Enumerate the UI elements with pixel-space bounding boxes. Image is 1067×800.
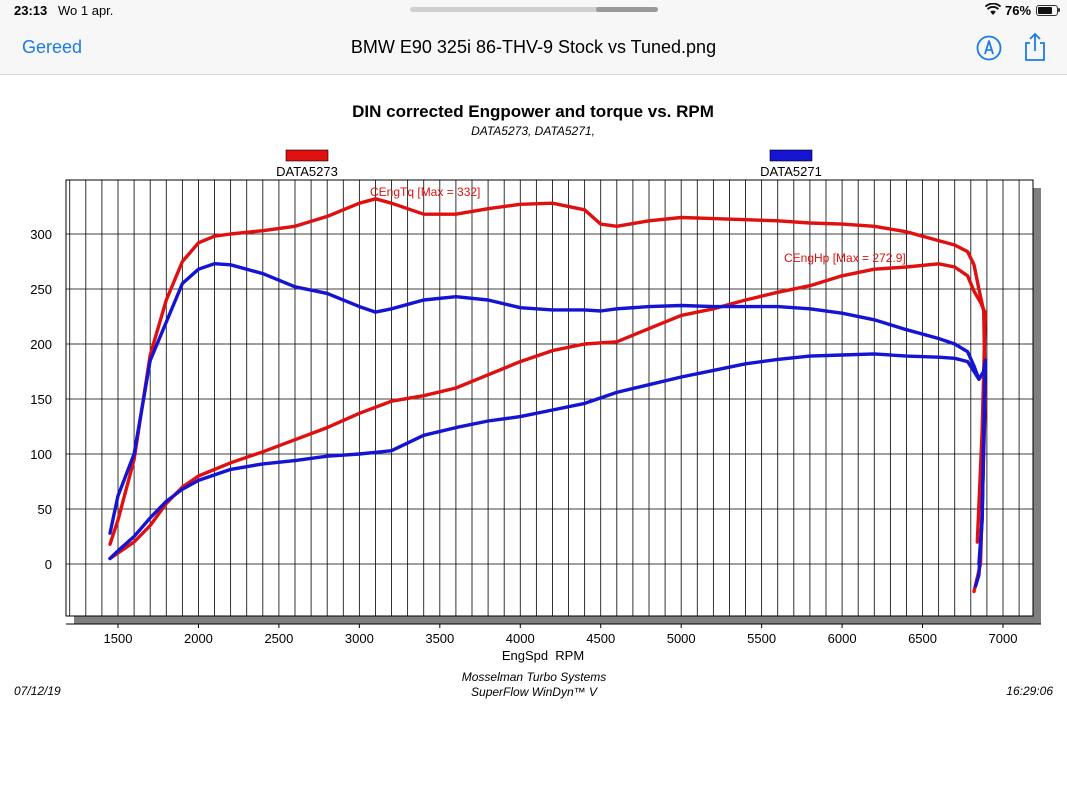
y-tick-label: 300 <box>30 227 52 242</box>
legend-label-data5271: DATA5271 <box>760 164 822 179</box>
x-tick-label: 1500 <box>104 631 133 646</box>
y-tick-label: 0 <box>45 557 52 572</box>
chart-subtitle: DATA5273, DATA5271, <box>471 124 595 138</box>
x-tick-label: 5000 <box>667 631 696 646</box>
annotation-power-max: CEngHp [Max = 272.9] <box>784 251 906 265</box>
series-layer <box>108 197 987 594</box>
status-time: 23:13 <box>14 3 48 18</box>
footer-software: SuperFlow WinDyn™ V <box>471 685 598 699</box>
x-tick-label: 4500 <box>586 631 615 646</box>
legend-swatch-data5273 <box>285 149 329 162</box>
y-tick-label: 250 <box>30 282 52 297</box>
x-tick-label: 6500 <box>908 631 937 646</box>
x-tick-label: 7000 <box>989 631 1018 646</box>
x-tick-label: 6000 <box>828 631 857 646</box>
dyno-chart: 0 50 100 150 200 250 300 1500 2000 2500 3000 3500 4… <box>14 102 1053 699</box>
markup-pen-icon[interactable] <box>976 35 1002 61</box>
x-tick-label: 5500 <box>747 631 776 646</box>
series-line-data5273-power <box>108 262 987 561</box>
y-tick-labels: 0 50 100 150 200 250 300 <box>30 227 52 572</box>
legend-label-data5273: DATA5273 <box>276 164 338 179</box>
battery-icon <box>1036 5 1058 16</box>
x-axis-label: EngSpd RPM <box>502 648 584 663</box>
page-title: BMW E90 325i 86-THV-9 Stock vs Tuned.png <box>350 37 717 57</box>
footer-time: 16:29:06 <box>1006 684 1053 698</box>
x-tick-label: 4000 <box>506 631 535 646</box>
battery-nub <box>1058 8 1060 12</box>
x-tick-labels: 1500 2000 2500 3000 3500 4000 4500 5000 5500 6000… <box>104 624 1018 646</box>
x-tick-label: 2500 <box>264 631 293 646</box>
annotation-torque-max: CEngTq [Max = 332] <box>370 185 480 199</box>
multitask-grabber[interactable] <box>410 7 658 12</box>
share-icon[interactable] <box>1022 32 1048 62</box>
footer-date: 07/12/19 <box>14 684 61 698</box>
y-tick-label: 50 <box>38 502 52 517</box>
x-tick-label: 2000 <box>184 631 213 646</box>
wifi-icon <box>985 3 1001 15</box>
status-bar: 23:13 Wo 1 apr. 76% <box>0 0 1067 22</box>
series-line-data5273-torque <box>108 197 987 594</box>
y-tick-label: 100 <box>30 447 52 462</box>
y-tick-label: 200 <box>30 337 52 352</box>
plot-area <box>65 179 1034 617</box>
series-line-data5271-torque <box>108 262 987 588</box>
battery-percentage: 76% <box>1005 3 1032 18</box>
x-tick-label: 3000 <box>345 631 374 646</box>
y-tick-label: 150 <box>30 392 52 407</box>
x-tick-label: 3500 <box>425 631 454 646</box>
nav-bar: Gereed BMW E90 325i 86-THV-9 Stock vs Tu… <box>0 22 1067 75</box>
chart-title: DIN corrected Engpower and torque vs. RP… <box>352 102 714 121</box>
legend-swatch-data5271 <box>769 149 813 162</box>
multitask-dots[interactable] <box>596 7 658 12</box>
status-date: Wo 1 apr. <box>58 3 114 18</box>
done-button[interactable]: Gereed <box>22 37 83 57</box>
grid <box>66 180 1033 616</box>
series-line-data5271-power <box>108 352 987 566</box>
footer-company: Mosselman Turbo Systems <box>462 670 607 684</box>
